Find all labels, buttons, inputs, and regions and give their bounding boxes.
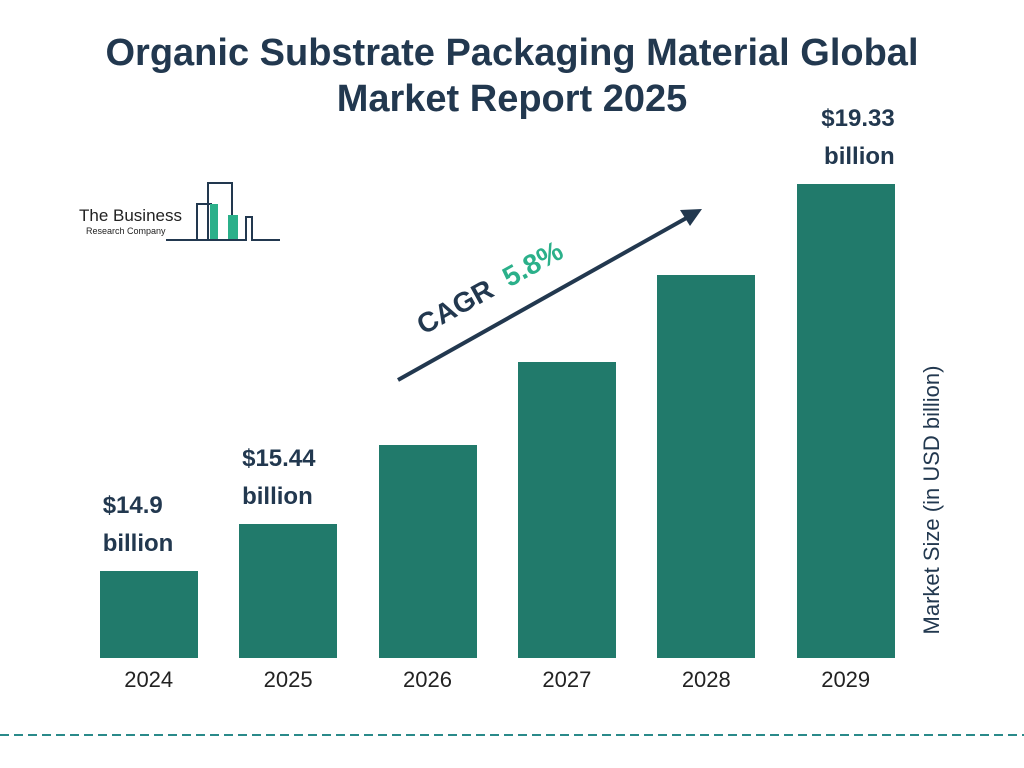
bar — [378, 445, 477, 658]
data-label: $14.9 billion — [102, 491, 174, 557]
bar — [796, 184, 895, 658]
bar — [239, 523, 338, 658]
bar — [517, 362, 616, 658]
data-label: $15.44 billion — [242, 444, 316, 510]
x-tick-label: 2027 — [542, 667, 592, 692]
x-tick-label: 2025 — [263, 667, 313, 692]
data-label: $19.33 billion — [821, 105, 895, 170]
x-tick-label: 2026 — [403, 667, 452, 692]
cagr-arrow — [397, 214, 691, 382]
chart-title: Organic Substrate Packaging Material Glo… — [105, 32, 919, 120]
x-tick-label: 2029 — [821, 667, 871, 692]
arrow-head — [680, 209, 702, 226]
y-axis-label: Market Size (in USD billion) — [919, 365, 944, 635]
x-tick-label: 2028 — [681, 667, 731, 692]
logo — [166, 182, 280, 241]
bar — [99, 570, 198, 658]
logo-subtext: Research Company — [86, 226, 166, 236]
x-tick-label: 2024 — [124, 667, 174, 692]
bar — [657, 274, 756, 658]
logo-text: The Business — [79, 206, 182, 225]
